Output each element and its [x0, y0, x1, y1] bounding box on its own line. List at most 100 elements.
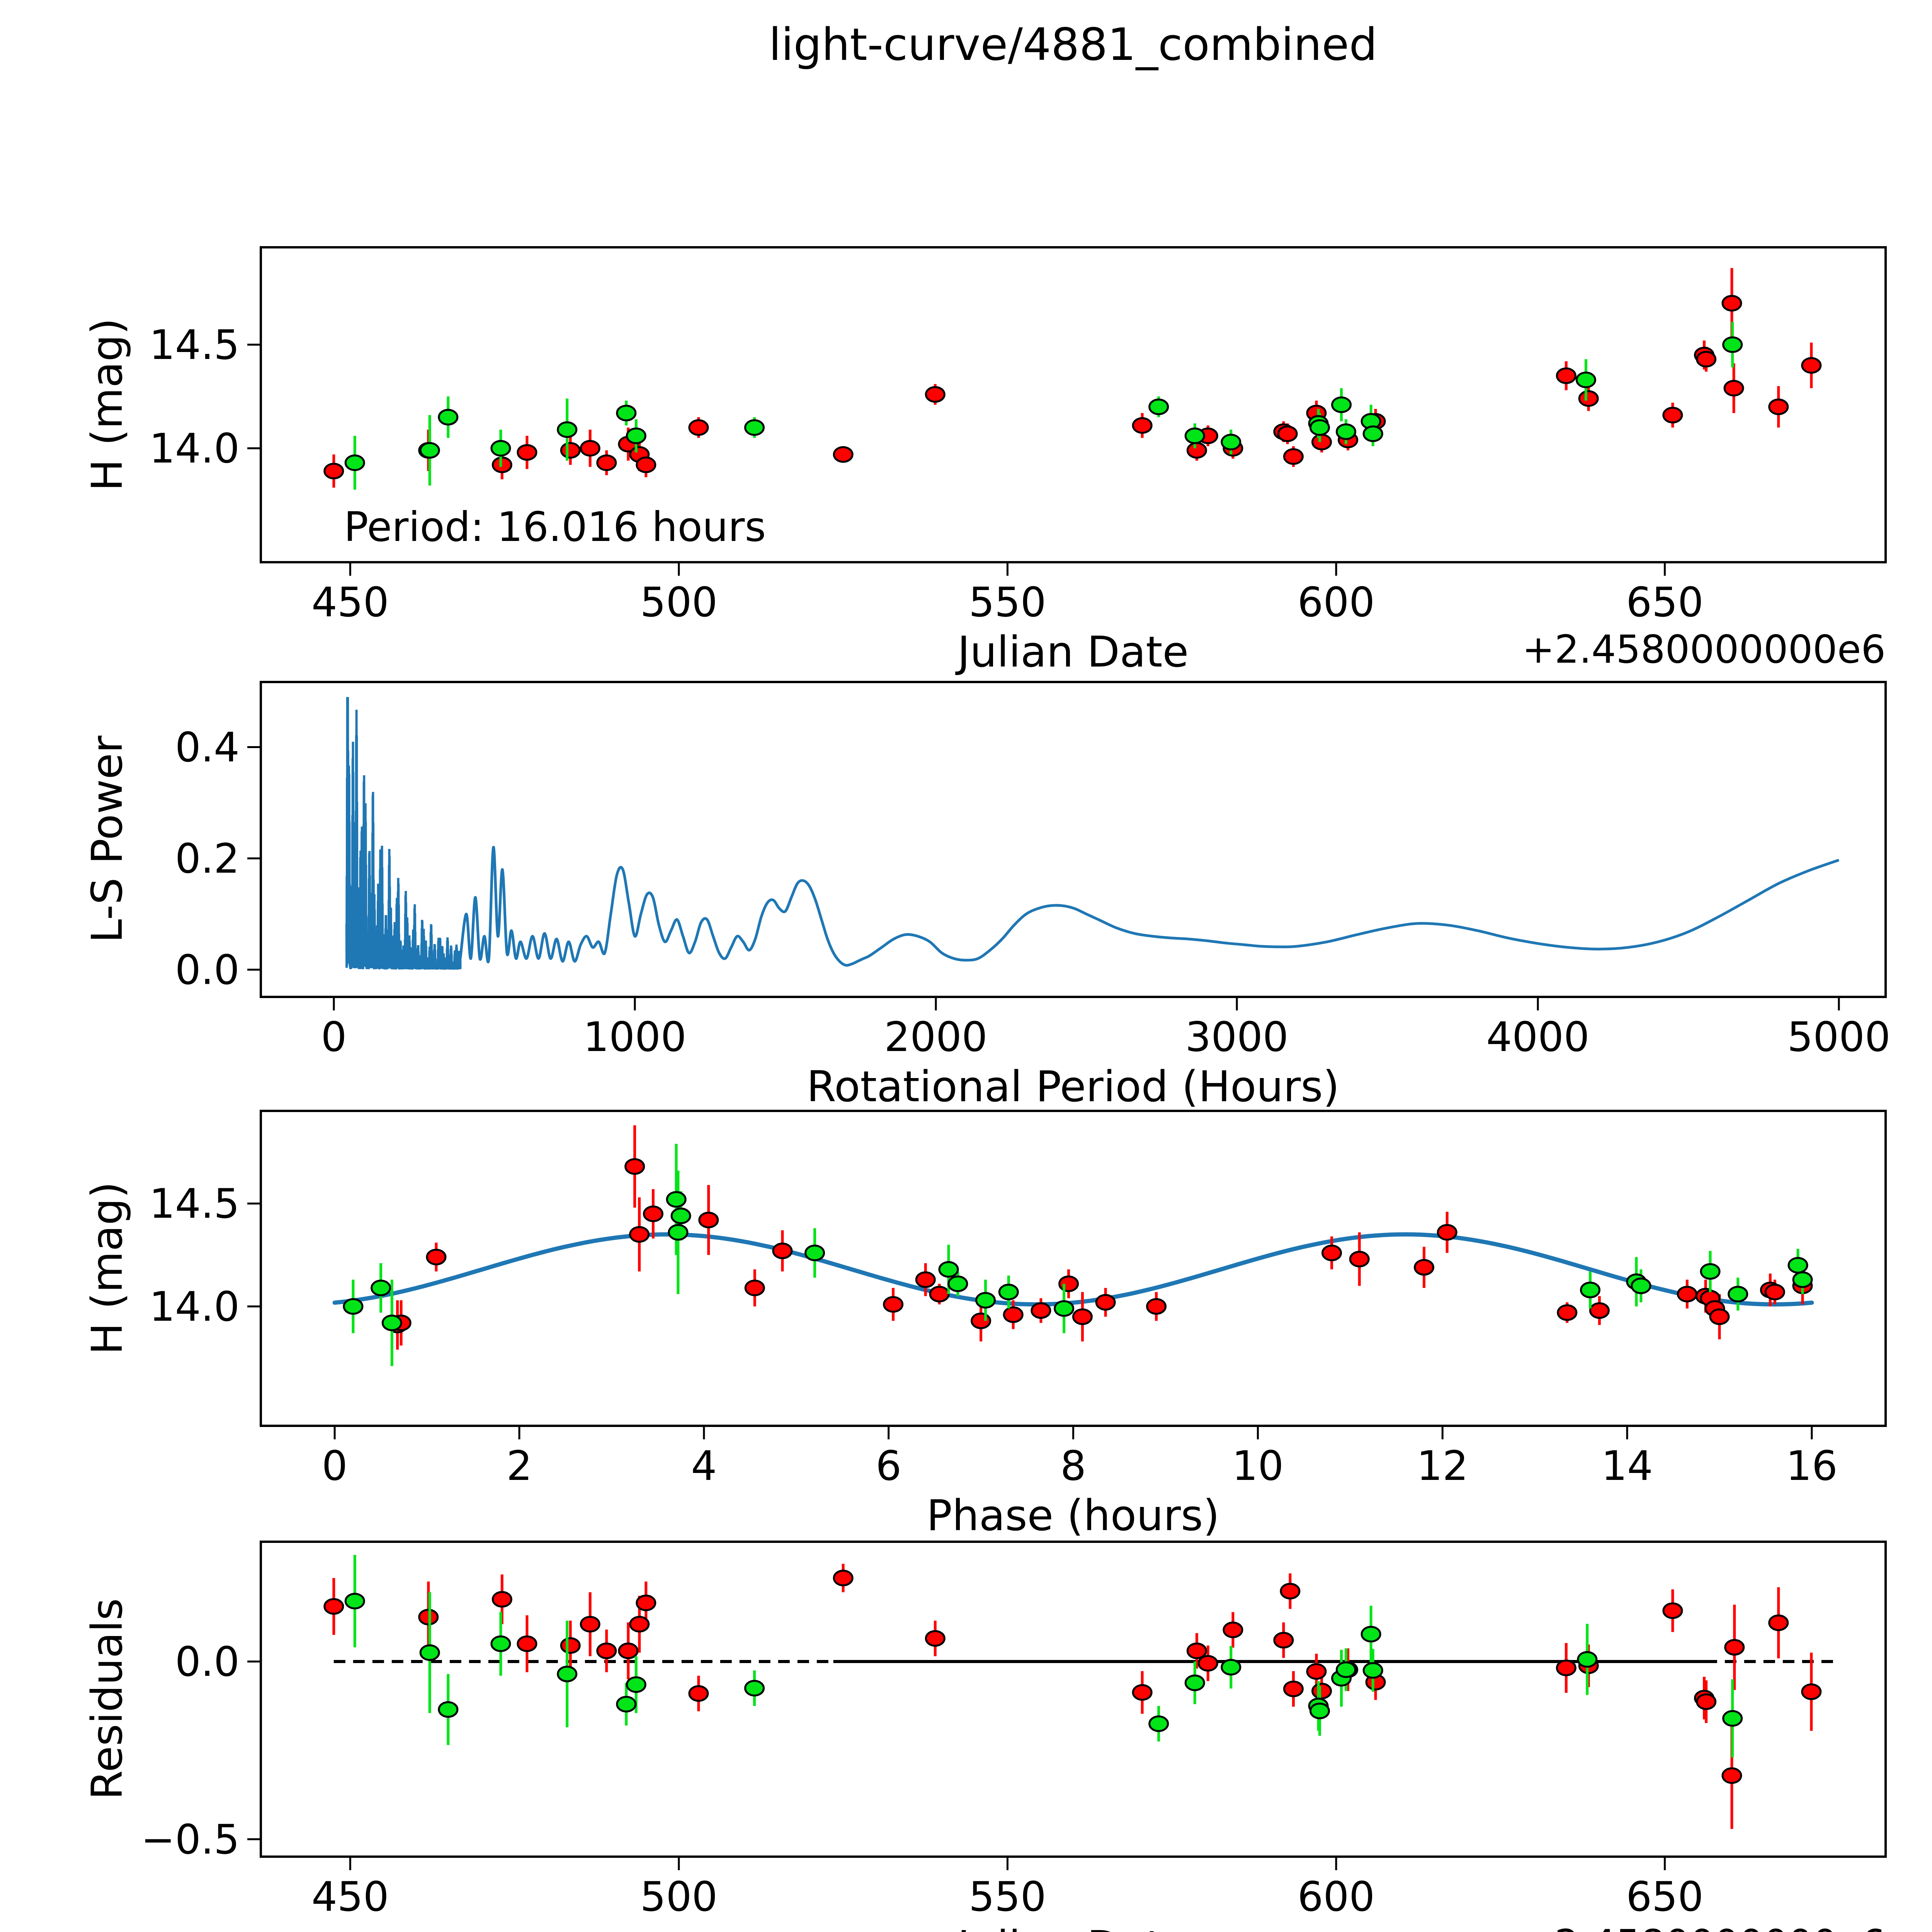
axes-frame [260, 1110, 1887, 1427]
data-point-marker [1721, 295, 1742, 312]
data-point-marker [1801, 1683, 1822, 1700]
data-point-marker [1311, 434, 1332, 451]
data-point-marker [557, 421, 578, 438]
data-point-marker [668, 1224, 689, 1241]
data-point-marker [1221, 1659, 1242, 1676]
data-point-marker [1186, 442, 1207, 459]
data-point-marker [1362, 425, 1383, 442]
period-annotation: Period: 16.016 hours [344, 503, 766, 551]
x-tick-label: 600 [1298, 1873, 1375, 1920]
periodogram-line [459, 846, 1840, 967]
data-point-marker [1631, 1277, 1651, 1294]
x-tick-label: 500 [640, 1873, 718, 1920]
data-point-marker [1184, 1674, 1205, 1691]
data-point-marker [1197, 1655, 1218, 1672]
data-point-marker [629, 1226, 650, 1243]
data-point-marker [1283, 448, 1304, 465]
data-point-marker [1580, 1281, 1600, 1298]
data-point-marker [1148, 398, 1169, 415]
x-tick-label: 3000 [1185, 1014, 1288, 1061]
data-point-marker [557, 1665, 578, 1682]
data-point-marker [371, 1279, 391, 1296]
ph-y-axis-label: H (mag) [82, 1182, 132, 1355]
data-point-marker [925, 1630, 946, 1647]
data-point-marker [744, 1279, 765, 1296]
data-point-marker [438, 409, 459, 426]
data-point-marker [1221, 434, 1242, 451]
x-tick-label: 550 [969, 579, 1046, 626]
data-point-marker [629, 1616, 650, 1633]
data-point-marker [1575, 371, 1596, 388]
data-point-marker [1764, 1284, 1785, 1301]
x-tick-label: 2 [507, 1442, 532, 1490]
ls-x-axis-label: Rotational Period (Hours) [806, 1062, 1339, 1111]
axes-frame [260, 1541, 1887, 1858]
data-point-marker [666, 1191, 687, 1208]
data-point-marker [998, 1284, 1019, 1301]
data-point-marker [1557, 1304, 1578, 1321]
y-tick-label: 0.2 [175, 835, 240, 882]
data-point-marker [1146, 1298, 1167, 1315]
x-tick-label: 12 [1417, 1442, 1468, 1490]
data-point-marker [688, 419, 709, 436]
periodogram-panel: 0 1000 2000 3000 4000 5000 0.0 0.2 0.4 [175, 681, 1891, 1061]
data-point-marker [929, 1286, 950, 1303]
data-point-marker [1792, 1271, 1813, 1288]
data-point-marker [343, 1298, 364, 1315]
data-point-marker [616, 405, 637, 422]
data-point-marker [1223, 1621, 1243, 1638]
lc-x-axis-label: Julian Date [955, 627, 1189, 677]
data-point-marker [971, 1312, 992, 1329]
data-point-marker [1335, 423, 1356, 440]
axes-frame [260, 681, 1887, 998]
data-point-marker [1696, 351, 1717, 368]
data-point-marker [344, 1593, 365, 1610]
data-point-marker [1132, 1684, 1153, 1701]
green-series [344, 322, 1743, 490]
x-tick-label: 5000 [1787, 1014, 1890, 1061]
data-point-marker [490, 1635, 511, 1652]
data-point-marker [1696, 1693, 1717, 1710]
data-point-marker [1184, 427, 1205, 444]
data-point-marker [1309, 419, 1330, 436]
data-point-marker [1801, 357, 1822, 374]
res-x-axis-offset: +2.4580000000e6 [1522, 1921, 1886, 1932]
data-point-marker [624, 1158, 645, 1175]
figure-title: light-curve/4881_combined [769, 19, 1378, 71]
y-tick-label: 14.0 [149, 425, 240, 472]
data-point-marker [1362, 1662, 1383, 1679]
data-point-marker [744, 419, 765, 436]
data-point-marker [1331, 396, 1352, 413]
data-point-marker [426, 1248, 447, 1265]
data-point-marker [560, 1637, 581, 1654]
y-tick-label: 0.0 [175, 946, 240, 993]
data-point-marker [1003, 1306, 1024, 1323]
x-tick-label: 0 [322, 1442, 348, 1490]
green-series [344, 1555, 1743, 1758]
data-point-marker [1768, 398, 1789, 415]
data-point-marker [1578, 390, 1599, 407]
sinusoidal-fit-line [332, 1232, 1814, 1307]
data-point-marker [688, 1685, 709, 1702]
data-point-marker [616, 1696, 637, 1713]
x-tick-label: 14 [1601, 1442, 1653, 1490]
x-tick-label: 600 [1298, 579, 1375, 626]
data-point-marker [596, 1642, 617, 1659]
data-point-marker [1283, 1680, 1304, 1697]
red-series [323, 1564, 1822, 1829]
axes-frame [260, 246, 1887, 563]
data-point-marker [1054, 1300, 1075, 1317]
data-point-marker [580, 440, 600, 457]
x-tick-label: 16 [1786, 1442, 1838, 1490]
data-point-marker [1321, 1245, 1342, 1262]
x-tick-label: 550 [969, 1873, 1046, 1920]
green-series [343, 1144, 1813, 1366]
data-point-marker [323, 463, 344, 480]
y-tick-label: −0.5 [141, 1816, 240, 1863]
data-point-marker [670, 1208, 691, 1225]
data-point-marker [1361, 1626, 1381, 1643]
data-point-marker [1095, 1294, 1116, 1311]
data-point-marker [1437, 1224, 1458, 1241]
residuals-panel: 450 500 550 600 650 0.0 −0.5 [141, 1541, 1887, 1920]
